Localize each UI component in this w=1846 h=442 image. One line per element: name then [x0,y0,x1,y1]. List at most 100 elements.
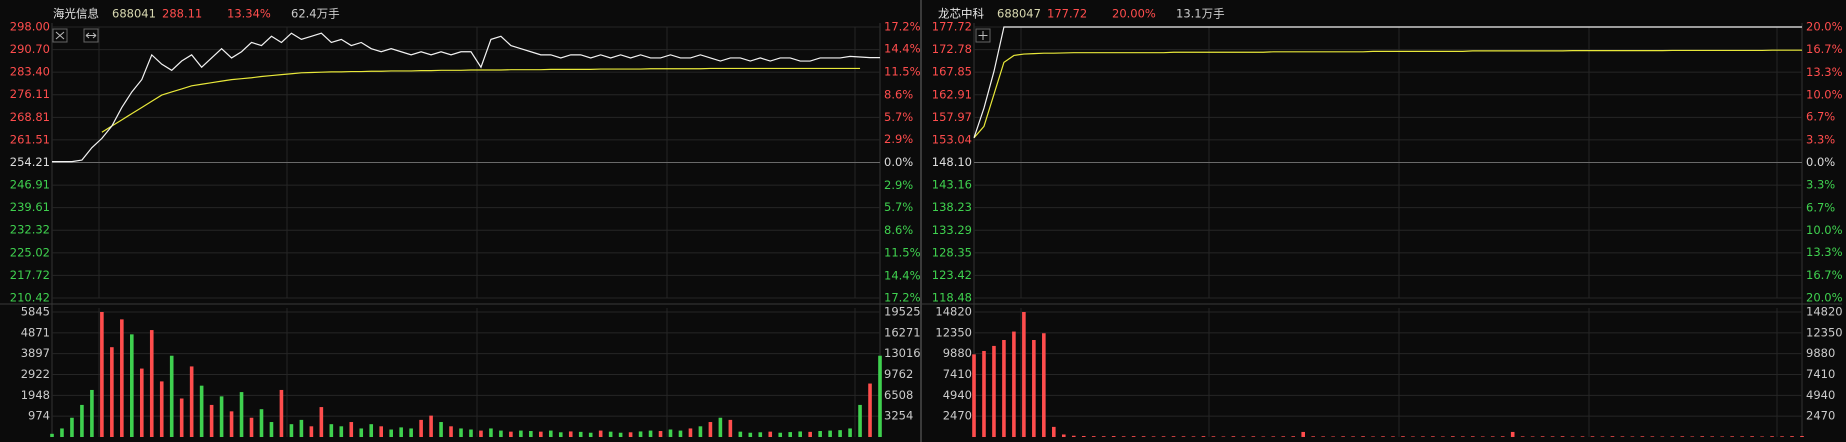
expand-button[interactable] [83,28,99,43]
volume-bar [319,407,324,437]
volume-y2-tick-label: 6508 [884,388,913,402]
y-tick-label: 246.91 [10,178,50,192]
volume-bar [1161,436,1166,437]
y2-tick-label: 20.0% [1806,291,1843,305]
close-button[interactable] [52,28,68,43]
header-price-text: 177.72 [1047,7,1087,21]
volume-bar [758,432,763,437]
volume-bar [1461,436,1465,437]
volume-bar [1580,436,1585,437]
y2-tick-label: 14.4% [884,268,921,282]
y-tick-label: 217.72 [10,268,50,282]
y2-tick-label: 8.6% [884,223,913,237]
y-tick-label: 283.40 [10,65,50,79]
y-tick-label: 276.11 [10,87,50,101]
volume-bar [1022,312,1026,437]
volume-bar [269,422,274,437]
volume-bar [1670,436,1675,437]
volume-bar [1470,436,1475,437]
volume-y2-tick-label: 3254 [884,409,913,423]
volume-y2-tick-label: 4940 [1806,388,1835,402]
volume-bar [688,428,693,437]
y-tick-label: 177.72 [932,20,972,34]
header-name: 海光信息 [53,7,99,21]
volume-y2-tick-label: 12350 [1806,325,1843,339]
volume-y2-tick-label: 16271 [884,325,921,339]
volume-bar [199,385,204,437]
header-code: 688041 [112,7,156,21]
volume-bar [1441,436,1445,437]
volume-tick-label: 974 [28,409,50,423]
volume-bar [1261,436,1266,437]
y2-tick-label: 5.7% [884,110,913,124]
volume-bar [499,430,503,437]
volume-bar [1331,436,1335,437]
volume-bar [568,431,573,437]
y2-tick-label: 2.9% [884,178,913,192]
y-tick-label: 290.70 [10,42,50,56]
volume-bar [1690,436,1695,437]
volume-bar [1131,436,1136,437]
volume-bar [558,432,563,437]
volume-bar [778,432,783,437]
volume-bar [249,417,254,437]
volume-tick-label: 7410 [943,367,972,381]
volume-bar [1720,436,1724,437]
y2-tick-label: 0.0% [1806,155,1835,169]
volume-tick-label: 9880 [943,346,972,360]
y-tick-label: 225.02 [10,245,50,259]
volume-bar [259,409,264,437]
volume-tick-label: 12350 [935,325,972,339]
y-tick-label: 162.91 [932,87,972,101]
volume-bar [1032,340,1036,437]
volume-bar [1181,436,1186,437]
y2-tick-label: 3.3% [1806,177,1835,191]
y-tick-label: 239.61 [10,200,50,214]
volume-bar [1451,436,1455,437]
volume-bar [459,428,463,437]
volume-bar [1002,340,1006,437]
volume-bar [1151,436,1156,437]
y2-tick-label: 13.3% [1806,65,1843,79]
volume-bar [678,430,683,437]
volume-bar [1111,436,1116,437]
volume-bar [828,430,832,437]
volume-bar [339,426,344,437]
y2-tick-label: 8.6% [884,87,913,101]
crosshair-icon [978,31,988,40]
crosshair-button[interactable] [975,28,991,43]
volume-bar [628,432,633,437]
y-tick-label: 268.81 [10,110,50,124]
volume-bar [728,419,733,437]
volume-bar [1042,333,1046,437]
y2-tick-label: 16.7% [1806,42,1843,56]
volume-bar [1391,436,1395,437]
y-tick-label: 148.10 [932,155,972,169]
volume-bar [1680,436,1685,437]
y2-tick-label: 3.3% [1806,133,1835,147]
volume-bar [1311,436,1315,437]
volume-tick-label: 2922 [21,367,50,381]
volume-bar [439,422,443,437]
volume-bar [648,430,653,437]
y-tick-label: 157.97 [932,110,972,124]
volume-bar [1610,436,1615,437]
volume-bar [1241,436,1246,437]
y-tick-label: 261.51 [10,132,50,146]
volume-bar [1171,436,1176,437]
y2-tick-label: 2.9% [884,132,913,146]
y2-tick-label: 6.7% [1806,110,1835,124]
volume-bar [992,345,996,437]
chart-tools[interactable] [52,28,991,43]
y-tick-label: 123.42 [932,268,972,282]
average-line [973,49,1802,139]
volume-bar [1740,436,1744,437]
volume-bar [110,347,114,437]
volume-bar [100,312,104,437]
volume-bar [139,368,144,437]
volume-bar [519,430,523,437]
volume-bar [1381,436,1385,437]
volume-bar [698,426,703,437]
volume-bar [1650,436,1655,437]
